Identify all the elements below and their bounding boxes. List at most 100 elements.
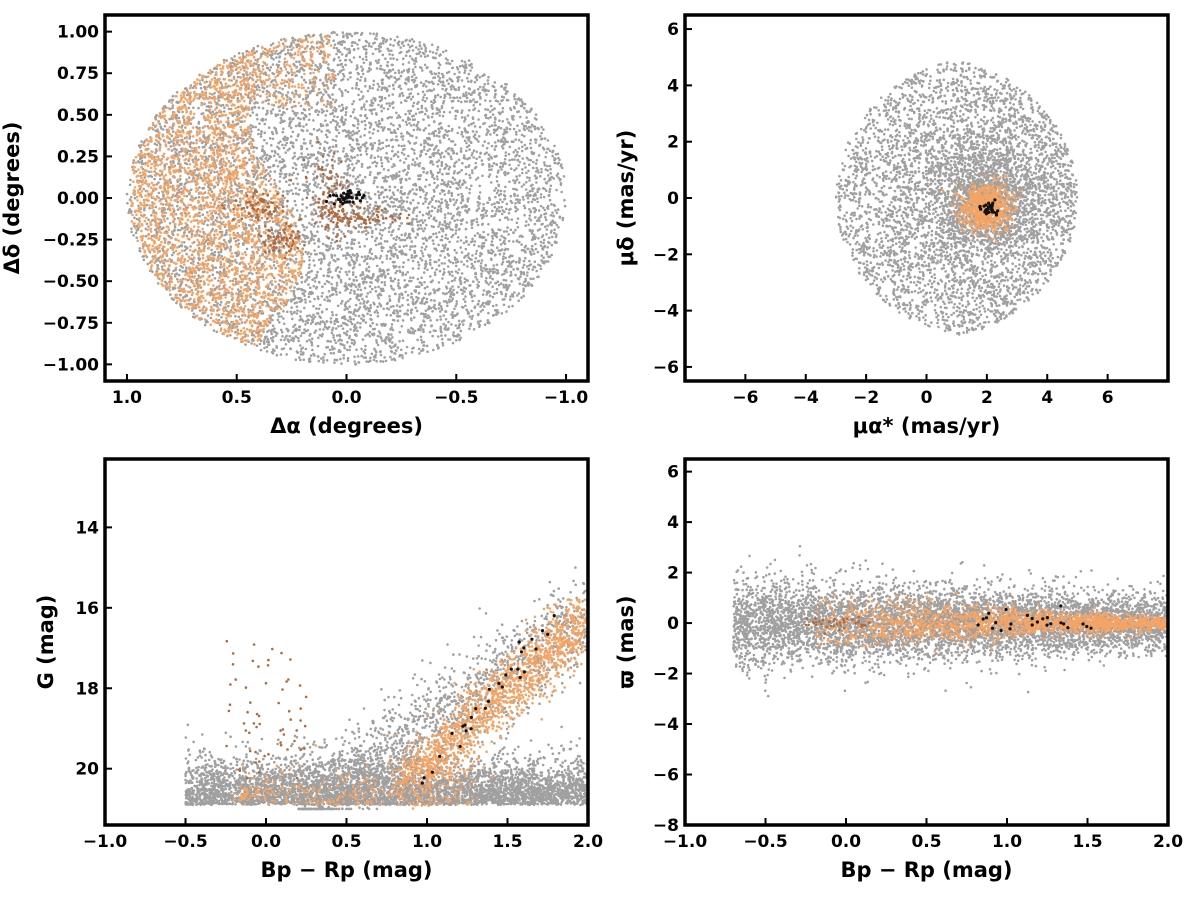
sky-point <box>397 69 401 72</box>
sky-point <box>198 214 201 218</box>
sky-point <box>504 140 508 144</box>
sky-point <box>499 243 503 246</box>
sky-point <box>435 235 439 239</box>
sky-point <box>291 207 295 210</box>
sky-point <box>304 301 307 304</box>
sky-point <box>302 166 305 169</box>
sky-point <box>430 115 434 119</box>
sky-point <box>469 176 472 180</box>
sky-point <box>352 100 356 103</box>
sky-point <box>402 153 406 156</box>
sky-point <box>503 239 506 243</box>
sky-point <box>173 287 177 290</box>
sky-point <box>284 343 288 346</box>
sky-point <box>147 175 150 178</box>
sky-point <box>456 218 459 222</box>
sky-point <box>284 151 288 154</box>
sky-point <box>332 334 335 337</box>
sky-point <box>343 346 346 350</box>
sky-point <box>459 239 463 242</box>
sky-point <box>467 124 471 127</box>
sky-point <box>459 201 463 205</box>
sky-point <box>350 60 353 64</box>
sky-point <box>183 249 186 252</box>
sky-point <box>378 257 382 260</box>
sky-point <box>426 54 430 57</box>
sky-point <box>455 300 459 303</box>
sky-point <box>344 135 348 138</box>
sky-point <box>533 198 537 202</box>
sky-point <box>348 58 352 62</box>
sky-point <box>288 97 292 100</box>
sky-point <box>384 40 388 43</box>
sky-point <box>319 49 323 53</box>
sky-point <box>301 98 305 101</box>
sky-point <box>372 257 375 261</box>
sky-point <box>325 109 329 113</box>
sky-point <box>259 321 263 325</box>
sky-point <box>460 260 463 264</box>
sky-point <box>513 106 516 110</box>
sky-point <box>477 93 481 96</box>
sky-point <box>363 259 366 263</box>
sky-point <box>315 287 318 290</box>
sky-point <box>482 230 485 234</box>
sky-point <box>206 125 209 128</box>
sky-point <box>207 258 210 262</box>
sky-point <box>337 325 340 328</box>
sky-point <box>409 202 413 205</box>
sky-point <box>327 217 331 221</box>
sky-point <box>325 215 329 219</box>
sky-point <box>412 70 415 74</box>
sky-point <box>138 247 141 250</box>
sky-point <box>450 59 454 63</box>
sky-point <box>354 303 358 307</box>
sky-point <box>331 238 334 241</box>
sky-point <box>438 192 442 195</box>
sky-point <box>395 304 399 307</box>
sky-point <box>185 195 189 198</box>
sky-point <box>288 334 292 338</box>
sky-point <box>495 303 498 307</box>
sky-point <box>484 116 488 119</box>
sky-point <box>421 98 425 102</box>
sky-point <box>462 241 466 245</box>
sky-point <box>446 58 449 62</box>
sky-point <box>441 344 445 347</box>
sky-point <box>322 359 325 362</box>
sky-point <box>547 236 551 240</box>
sky-point <box>379 148 382 151</box>
sky-point <box>460 132 463 136</box>
sky-point <box>437 307 441 310</box>
sky-point <box>490 215 494 218</box>
sky-point <box>497 125 501 129</box>
sky-point <box>399 101 403 104</box>
sky-point <box>289 126 293 130</box>
sky-point <box>325 248 328 252</box>
sky-point <box>321 160 325 164</box>
sky-point <box>383 281 387 284</box>
sky-point <box>334 269 338 272</box>
sky-point <box>539 240 543 244</box>
sky-point <box>350 338 354 342</box>
sky-point <box>259 348 263 352</box>
sky-point <box>374 353 377 357</box>
sky-point <box>226 116 230 120</box>
sky-point <box>371 321 375 325</box>
sky-point <box>340 53 344 56</box>
sky-point <box>177 273 181 277</box>
sky-point <box>376 88 380 91</box>
sky-point <box>407 234 411 238</box>
sky-point <box>384 156 387 159</box>
sky-point <box>330 286 334 290</box>
sky-point <box>355 162 358 165</box>
sky-point <box>470 66 474 69</box>
sky-point <box>221 103 225 107</box>
sky-point <box>294 358 298 362</box>
sky-point <box>303 163 307 166</box>
sky-point <box>280 49 284 53</box>
sky-point <box>391 205 395 208</box>
sky-point <box>494 281 497 285</box>
sky-point <box>410 147 414 151</box>
sky-point <box>400 144 404 148</box>
